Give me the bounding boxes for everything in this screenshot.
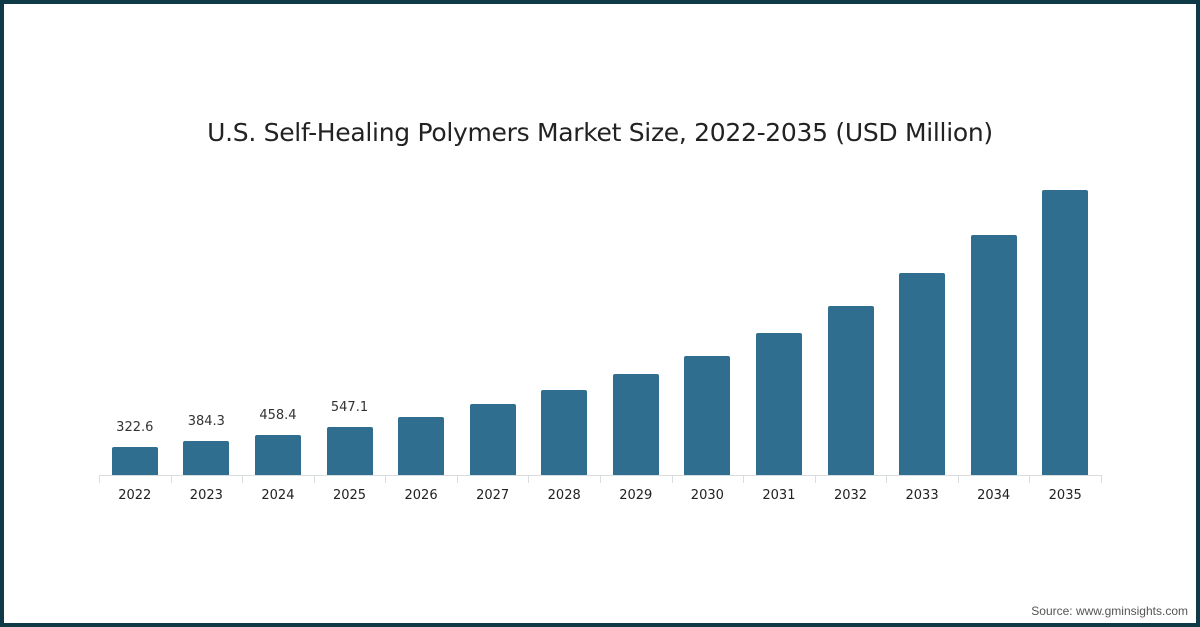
x-tick-label: 2030 [690, 488, 724, 503]
bar-2025 [326, 426, 373, 475]
data-label: 547.1 [330, 399, 369, 415]
bar-2031 [755, 332, 802, 475]
x-axis-tick [1101, 475, 1102, 483]
chart-title: U.S. Self-Healing Polymers Market Size, … [207, 118, 993, 147]
bar-2022 [111, 446, 158, 475]
x-axis-tick [886, 475, 888, 483]
source-note: Source: www.gminsights.com [1031, 604, 1188, 618]
x-tick-label: 2025 [332, 488, 367, 503]
data-label: 384.3 [187, 414, 225, 430]
x-tick-label: 2024 [261, 488, 295, 503]
bar-2029 [612, 373, 659, 475]
bar-2028 [541, 389, 588, 475]
x-tick-label: 2026 [404, 488, 438, 503]
bar-2032 [827, 306, 874, 475]
x-axis-tick [385, 475, 387, 483]
x-tick-label: 2029 [619, 488, 653, 503]
x-tick-label: 2033 [905, 488, 939, 503]
x-tick-label: 2035 [1048, 488, 1082, 503]
x-axis-tick [456, 475, 458, 483]
x-tick-label: 2022 [118, 488, 152, 503]
bar-2023 [183, 441, 230, 475]
x-tick-label: 2034 [977, 488, 1011, 503]
x-tick-label: 2032 [833, 488, 868, 503]
data-label: 322.6 [116, 419, 154, 435]
x-axis-tick [242, 475, 244, 483]
x-axis-tick [313, 475, 315, 483]
x-axis-tick [528, 475, 530, 483]
x-axis-tick [1029, 475, 1031, 483]
bar-2035 [1042, 190, 1089, 475]
x-tick-label: 2023 [189, 488, 223, 503]
bar-2033 [899, 273, 946, 475]
bar-2034 [970, 235, 1017, 475]
data-label: 458.4 [259, 407, 297, 423]
x-axis-tick [957, 475, 959, 483]
x-axis-tick [170, 475, 172, 483]
x-axis-tick [99, 475, 100, 483]
x-tick-label: 2027 [476, 488, 510, 503]
bar-2024 [254, 434, 301, 475]
x-axis-tick [671, 475, 673, 483]
bar-2030 [684, 355, 731, 475]
x-axis-tick [814, 475, 816, 483]
x-tick-label: 2031 [762, 488, 796, 503]
bar-2027 [469, 403, 516, 475]
bar-2026 [398, 416, 445, 475]
x-axis-tick [743, 475, 745, 483]
x-tick-label: 2028 [547, 488, 581, 503]
x-axis-tick [600, 475, 601, 483]
